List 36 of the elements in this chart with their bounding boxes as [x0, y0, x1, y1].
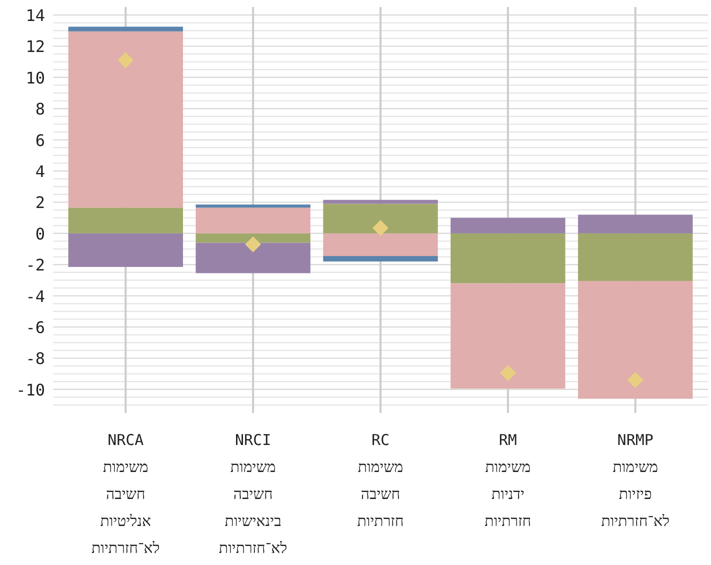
- y-tick-label: -4: [26, 286, 45, 306]
- bar: [450, 233, 566, 284]
- y-tick-label: 0: [35, 224, 45, 244]
- bar: [323, 233, 438, 256]
- y-tick-label: -6: [26, 318, 45, 337]
- bar: [450, 283, 566, 389]
- y-tick-label: -2: [26, 256, 45, 275]
- y-tick-label: 12: [26, 37, 45, 56]
- bar: [68, 26, 183, 32]
- bar: [196, 233, 310, 243]
- bar: [68, 31, 183, 208]
- y-tick-label: 4: [35, 162, 45, 181]
- y-tick-label: -10: [16, 380, 45, 400]
- bar: [196, 242, 310, 274]
- bar: [323, 204, 438, 234]
- bar: [450, 218, 566, 234]
- point: [245, 236, 262, 252]
- y-tick-label: 14: [26, 6, 45, 25]
- bar: [578, 280, 693, 399]
- y-tick-label: 10: [26, 68, 45, 88]
- bar: [68, 233, 183, 267]
- point: [500, 365, 516, 382]
- bar: [578, 233, 693, 281]
- point: [118, 52, 134, 68]
- y-tick-label: 8: [35, 100, 45, 119]
- bar: [578, 214, 693, 234]
- bar: [196, 208, 310, 234]
- point: [372, 220, 388, 236]
- bar: [68, 208, 183, 234]
- y-tick-label: 2: [35, 193, 45, 212]
- point: [627, 372, 644, 388]
- bar: [323, 200, 438, 204]
- y-tick-label: 6: [35, 130, 45, 150]
- y-tick-label: -8: [26, 349, 45, 368]
- bar: [196, 204, 310, 208]
- bar: [323, 256, 438, 262]
